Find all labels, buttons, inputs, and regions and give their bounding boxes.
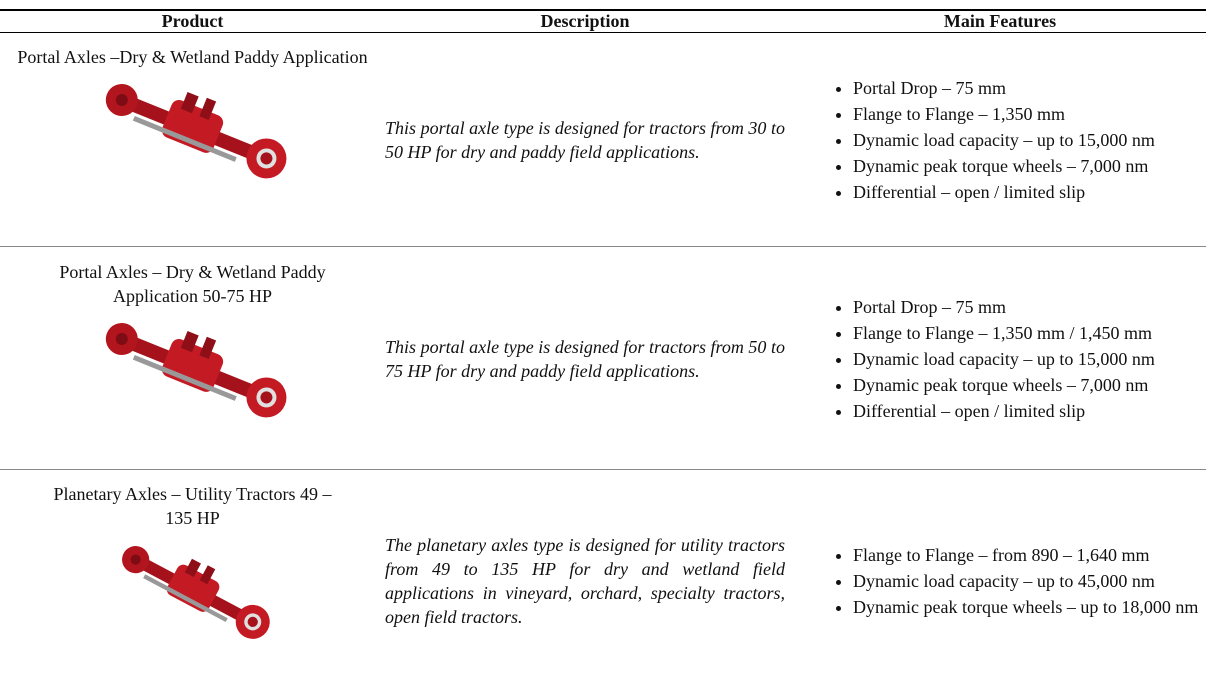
header-rule bbox=[0, 32, 1206, 33]
table-row: Planetary Axles – Utility Tractors 49 –1… bbox=[0, 470, 1206, 691]
product-cell: Portal Axles – Dry & Wetland Paddy Appli… bbox=[0, 260, 385, 426]
features-cell: Portal Drop – 75 mmFlange to Flange – 1,… bbox=[800, 33, 1200, 246]
header-cell: Main Features bbox=[943, 11, 1057, 31]
row-rule bbox=[0, 469, 1206, 470]
top-rule bbox=[0, 9, 1206, 11]
header-cell: Description bbox=[540, 11, 630, 31]
feature-item: Dynamic load capacity – up to 15,000 nm bbox=[853, 127, 1155, 153]
feature-item: Flange to Flange – 1,350 mm bbox=[853, 101, 1155, 127]
product-name: Portal Axles – Dry & Wetland Paddy Appli… bbox=[59, 262, 326, 306]
axle-image bbox=[121, 546, 270, 639]
product-name: Portal Axles –Dry & Wetland Paddy Applic… bbox=[17, 47, 368, 67]
row-rule bbox=[0, 246, 1206, 247]
feature-item: Dynamic load capacity – up to 45,000 nm bbox=[853, 568, 1198, 594]
axle-image bbox=[105, 322, 286, 418]
feature-item: Dynamic peak torque wheels – up to 18,00… bbox=[853, 594, 1198, 620]
feature-item: Portal Drop – 75 mm bbox=[853, 75, 1155, 101]
description: This portal axle type is designed for tr… bbox=[385, 117, 785, 162]
feature-list: Portal Drop – 75 mmFlange to Flange – 1,… bbox=[800, 294, 1155, 424]
feature-item: Portal Drop – 75 mm bbox=[853, 294, 1155, 320]
product-name: Planetary Axles – Utility Tractors 49 –1… bbox=[53, 484, 332, 528]
feature-list: Flange to Flange – from 890 – 1,640 mmDy… bbox=[800, 542, 1198, 620]
axle-image bbox=[105, 83, 286, 179]
feature-item: Dynamic peak torque wheels – 7,000 nm bbox=[853, 153, 1155, 179]
table-row: Portal Axles –Dry & Wetland Paddy Applic… bbox=[0, 33, 1206, 246]
feature-item: Flange to Flange – from 890 – 1,640 mm bbox=[853, 542, 1198, 568]
feature-item: Differential – open / limited slip bbox=[853, 179, 1155, 205]
header-cell: Product bbox=[161, 11, 224, 31]
feature-item: Differential – open / limited slip bbox=[853, 398, 1155, 424]
description: The planetary axles type is designed for… bbox=[385, 534, 785, 627]
description: This portal axle type is designed for tr… bbox=[385, 336, 785, 381]
product-cell: Planetary Axles – Utility Tractors 49 –1… bbox=[0, 482, 385, 648]
feature-list: Portal Drop – 75 mmFlange to Flange – 1,… bbox=[800, 75, 1155, 205]
table-row: Portal Axles – Dry & Wetland Paddy Appli… bbox=[0, 248, 1206, 469]
description-cell: The planetary axles type is designed for… bbox=[385, 470, 785, 691]
feature-item: Dynamic load capacity – up to 15,000 nm bbox=[853, 346, 1155, 372]
description-cell: This portal axle type is designed for tr… bbox=[385, 248, 785, 469]
feature-item: Flange to Flange – 1,350 mm / 1,450 mm bbox=[853, 320, 1155, 346]
features-cell: Portal Drop – 75 mmFlange to Flange – 1,… bbox=[800, 248, 1200, 469]
features-cell: Flange to Flange – from 890 – 1,640 mmDy… bbox=[800, 470, 1200, 691]
feature-item: Dynamic peak torque wheels – 7,000 nm bbox=[853, 372, 1155, 398]
product-cell: Portal Axles –Dry & Wetland Paddy Applic… bbox=[0, 45, 385, 187]
description-cell: This portal axle type is designed for tr… bbox=[385, 33, 785, 246]
